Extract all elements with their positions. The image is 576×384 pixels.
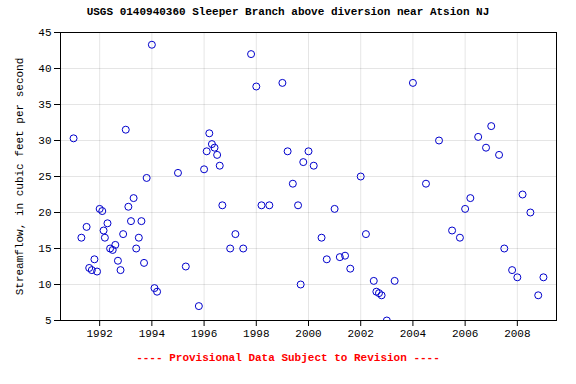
svg-text:20: 20 bbox=[38, 207, 51, 219]
svg-text:5: 5 bbox=[45, 315, 52, 327]
svg-text:30: 30 bbox=[38, 135, 51, 147]
svg-text:40: 40 bbox=[38, 63, 51, 75]
svg-text:1994: 1994 bbox=[139, 328, 166, 340]
svg-text:15: 15 bbox=[38, 243, 51, 255]
svg-text:25: 25 bbox=[38, 171, 51, 183]
svg-text:Streamflow, in cubic feet per: Streamflow, in cubic feet per second bbox=[14, 58, 26, 296]
svg-text:1992: 1992 bbox=[86, 328, 112, 340]
svg-text:45: 45 bbox=[38, 27, 51, 39]
html-text:---- Provisional Data Subject: ---- Provisional Data Subject to Revisio… bbox=[136, 352, 440, 364]
svg-text:2000: 2000 bbox=[295, 328, 321, 340]
html-text:USGS 0140940360 Sleeper Branch: USGS 0140940360 Sleeper Branch above div… bbox=[86, 6, 490, 18]
svg-text:10: 10 bbox=[38, 279, 51, 291]
svg-text:1998: 1998 bbox=[243, 328, 269, 340]
svg-text:2004: 2004 bbox=[400, 328, 427, 340]
svg-text:2006: 2006 bbox=[452, 328, 478, 340]
svg-text:2002: 2002 bbox=[348, 328, 374, 340]
svg-text:2008: 2008 bbox=[504, 328, 530, 340]
svg-text:1996: 1996 bbox=[191, 328, 217, 340]
svg-text:35: 35 bbox=[38, 99, 51, 111]
